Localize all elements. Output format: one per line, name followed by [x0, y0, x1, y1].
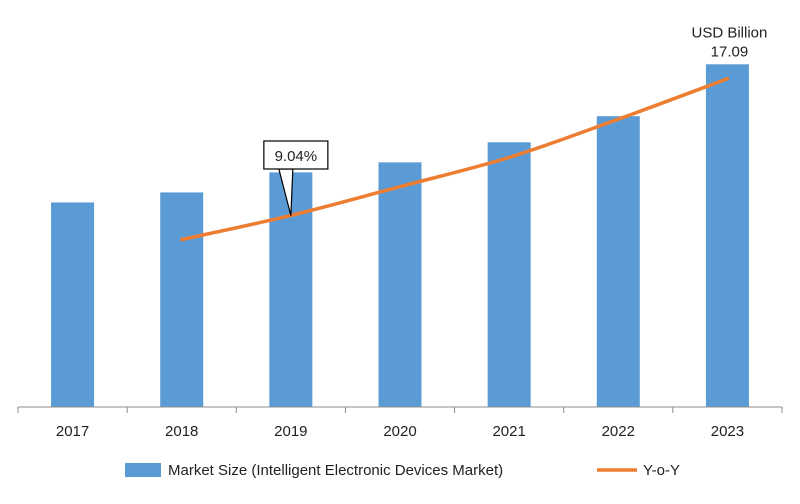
callout-box	[263, 140, 329, 170]
bar-2022	[596, 116, 640, 407]
tick-marks	[17, 407, 783, 413]
x-tick-label-2022: 2022	[602, 423, 635, 440]
bar-value-label: USD Billion 17.09	[691, 24, 767, 60]
yoy-callout: 9.04%	[263, 140, 329, 216]
bar-2018	[160, 192, 204, 407]
bars-layer	[51, 64, 749, 407]
value-label-2023: 17.09	[711, 43, 749, 60]
bar-2017	[51, 202, 95, 407]
callout-label: 9.04%	[275, 148, 318, 165]
x-tick-labels: 2017 2018 2019 2020 2021 2022 2023	[56, 423, 744, 440]
bar-2020	[378, 162, 422, 407]
legend-swatch-market-size	[125, 463, 161, 477]
bar-2021	[487, 142, 531, 407]
bar-2023	[705, 64, 749, 407]
legend-label-market-size: Market Size (Intelligent Electronic Devi…	[168, 462, 503, 479]
yoy-line	[179, 76, 730, 242]
x-tick-label-2020: 2020	[383, 423, 416, 440]
x-tick-label-2023: 2023	[711, 423, 744, 440]
x-tick-label-2021: 2021	[492, 423, 525, 440]
value-unit-label: USD Billion	[691, 24, 767, 41]
x-tick-label-2017: 2017	[56, 423, 89, 440]
legend-label-yoy: Y-o-Y	[643, 462, 680, 479]
legend: Market Size (Intelligent Electronic Devi…	[125, 462, 680, 479]
x-tick-label-2019: 2019	[274, 423, 307, 440]
x-tick-label-2018: 2018	[165, 423, 198, 440]
